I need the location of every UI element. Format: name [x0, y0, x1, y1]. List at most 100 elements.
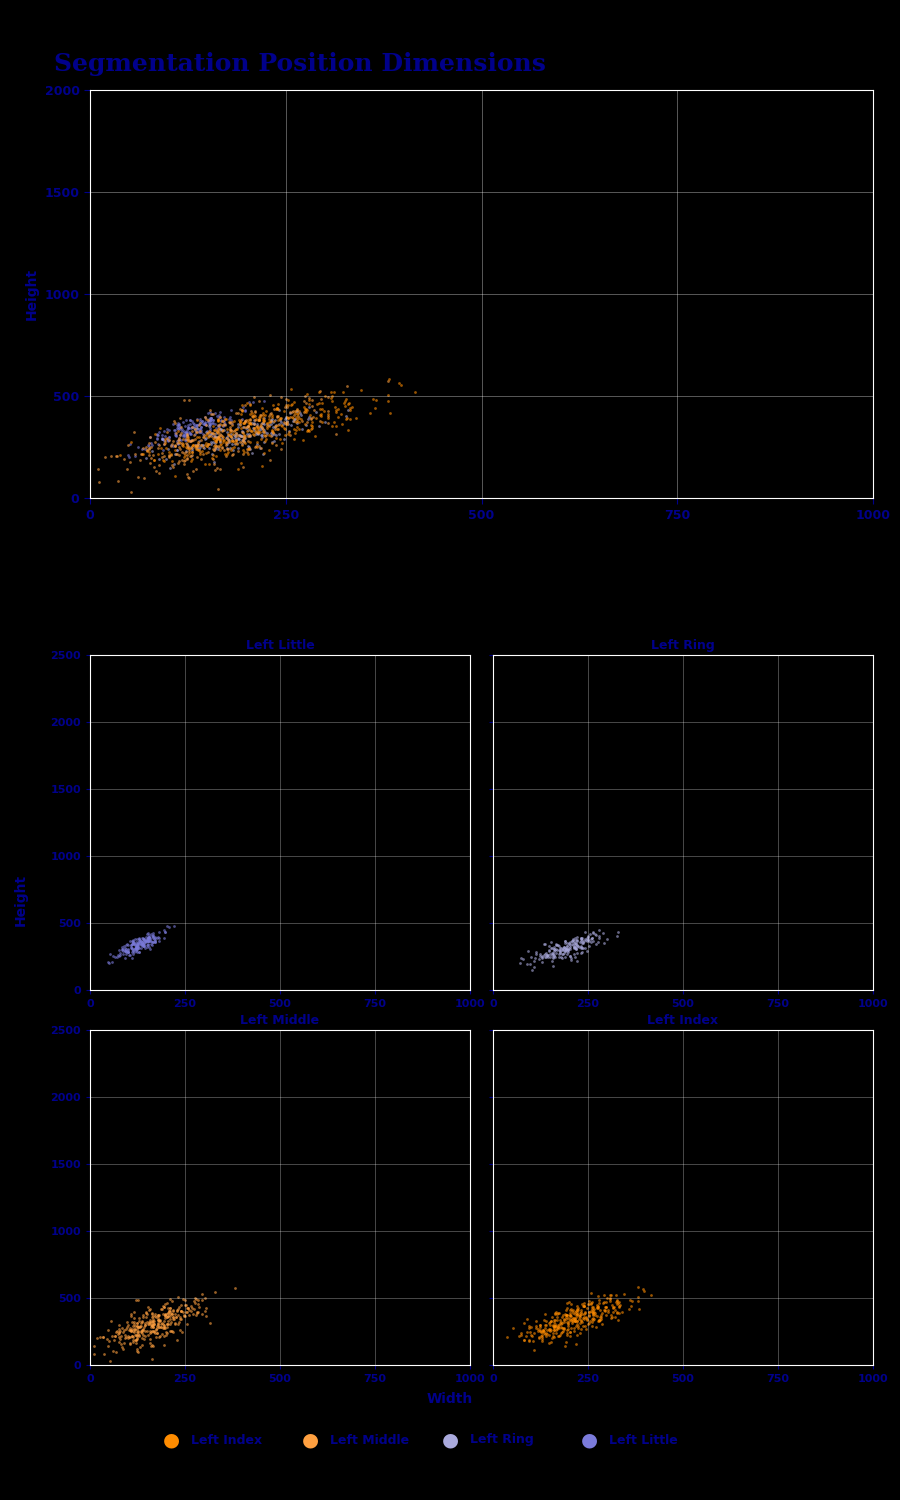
Point [243, 408, 257, 432]
Point [554, 936, 569, 960]
Point [152, 1316, 166, 1340]
Point [145, 930, 159, 954]
Point [571, 934, 585, 958]
Point [125, 1317, 140, 1341]
Point [309, 400, 323, 424]
Point [533, 942, 547, 966]
Point [582, 933, 597, 957]
Point [555, 1316, 570, 1340]
Point [556, 942, 571, 966]
Point [256, 396, 270, 420]
Point [574, 1317, 589, 1341]
Point [188, 435, 202, 459]
Point [146, 1320, 160, 1344]
Point [212, 413, 227, 436]
Point [537, 1318, 552, 1342]
Point [128, 1317, 142, 1341]
Point [96, 1324, 111, 1348]
Point [593, 1306, 608, 1330]
Point [337, 380, 351, 404]
Point [136, 933, 150, 957]
Point [183, 444, 197, 468]
Point [625, 1288, 639, 1312]
Point [578, 936, 592, 960]
Point [224, 413, 238, 436]
Point [575, 940, 590, 964]
Point [545, 940, 560, 964]
Point [121, 933, 135, 957]
Point [142, 432, 157, 456]
Point [140, 1318, 154, 1342]
Point [158, 436, 173, 460]
Point [331, 405, 346, 429]
Point [630, 1290, 644, 1314]
Point [210, 426, 224, 450]
Point [564, 1311, 579, 1335]
Point [220, 420, 234, 444]
Point [175, 430, 189, 454]
Point [189, 435, 203, 459]
Point [556, 938, 571, 962]
Point [547, 1318, 562, 1342]
Point [194, 420, 209, 444]
Point [189, 413, 203, 436]
Point [148, 1317, 163, 1341]
Point [190, 413, 204, 436]
Point [131, 465, 146, 489]
Point [270, 405, 284, 429]
Point [577, 1294, 591, 1318]
Point [150, 432, 165, 456]
Point [554, 1310, 568, 1334]
Point [304, 417, 319, 441]
Point [557, 938, 572, 962]
Point [133, 928, 148, 952]
Point [568, 1300, 582, 1324]
Point [560, 1304, 574, 1328]
Point [231, 400, 246, 424]
Point [126, 1318, 140, 1342]
Point [157, 1316, 171, 1340]
Point [343, 396, 357, 420]
Point [112, 1330, 126, 1354]
Point [159, 1316, 174, 1340]
Point [281, 422, 295, 446]
Point [254, 427, 268, 451]
Point [194, 427, 209, 451]
Point [285, 392, 300, 416]
Point [184, 1294, 198, 1318]
Point [256, 419, 270, 442]
Point [126, 930, 140, 954]
Point [302, 392, 317, 416]
Point [549, 1299, 563, 1323]
Point [162, 1304, 176, 1328]
Point [226, 422, 240, 446]
Point [179, 432, 194, 456]
Point [198, 1304, 212, 1328]
Point [265, 404, 279, 427]
Point [589, 922, 603, 946]
Point [113, 1332, 128, 1356]
Point [252, 419, 266, 442]
Point [528, 942, 543, 966]
Point [609, 1300, 624, 1324]
Point [590, 1304, 605, 1328]
Point [631, 1275, 645, 1299]
Point [259, 413, 274, 436]
Point [191, 1293, 205, 1317]
Point [166, 1305, 180, 1329]
Point [611, 920, 625, 944]
Point [152, 420, 166, 444]
Point [211, 422, 225, 446]
Point [112, 1317, 126, 1341]
Point [252, 405, 266, 429]
Text: Left Middle: Left Middle [330, 1434, 410, 1446]
Point [171, 430, 185, 454]
Point [255, 411, 269, 435]
Point [134, 1317, 148, 1341]
Point [339, 406, 354, 430]
Point [297, 394, 311, 418]
Point [136, 934, 150, 958]
Point [186, 1296, 201, 1320]
Point [161, 1299, 176, 1323]
Point [199, 413, 213, 436]
